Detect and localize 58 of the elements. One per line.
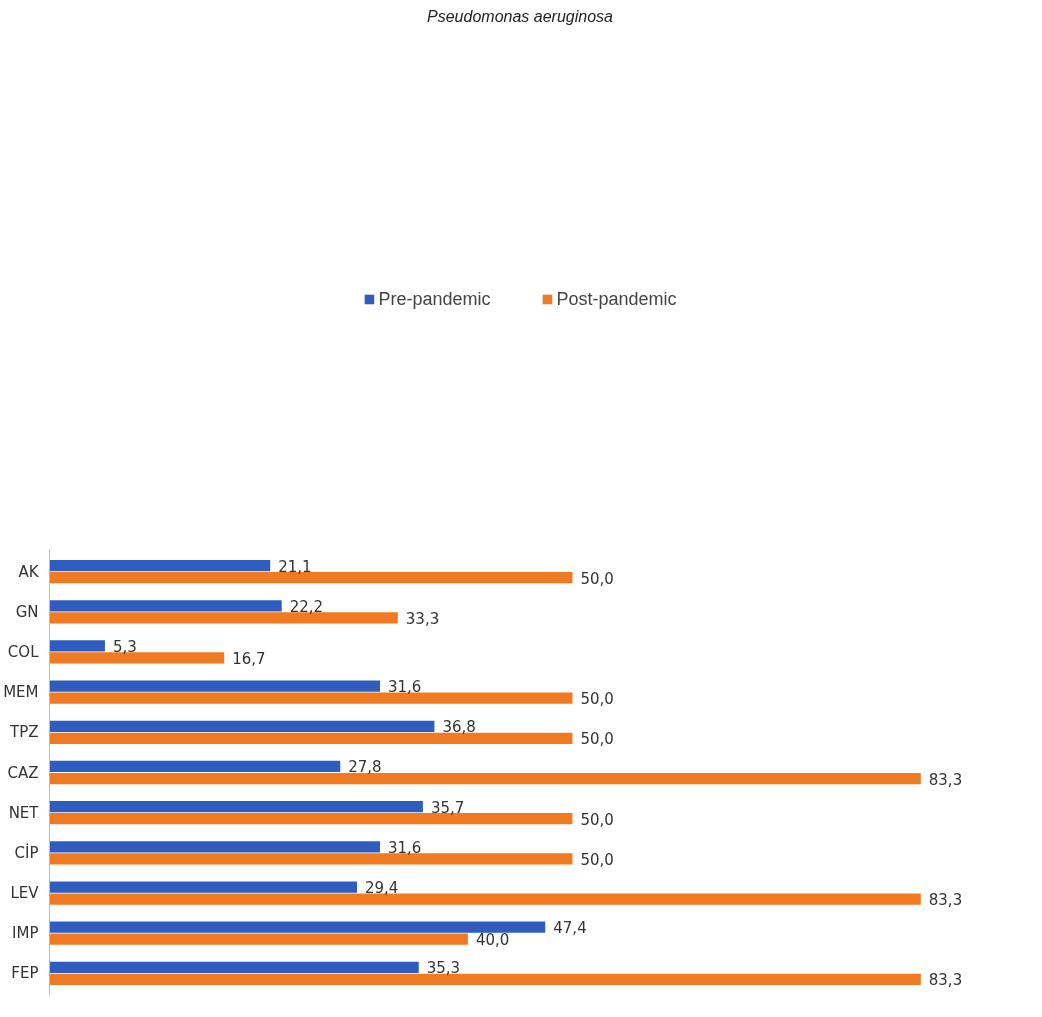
bar [49,572,573,584]
data-label: 50,0 [580,850,614,869]
data-label: 40,0 [475,931,510,950]
data-label: 31,6 [388,838,422,857]
y-tick-label: FEP [11,964,39,983]
y-tick-label: AK [18,562,40,581]
bar [49,933,468,945]
bar [49,841,381,853]
bar [49,732,573,744]
legend-label: Pre-pandemic [378,288,491,310]
y-tick-label: MEM [3,683,39,702]
data-label: 5,3 [112,637,137,656]
bar [49,652,225,664]
y-tick-label: GN [15,602,39,621]
bar [49,801,423,813]
data-label: 21,1 [278,557,312,576]
data-label: 50,0 [580,690,614,709]
bar [49,760,341,773]
bar [49,600,282,612]
y-tick-label: IMP [12,924,39,943]
bar [49,893,921,905]
y-tick-label: CAZ [7,763,39,782]
data-label: 27,8 [348,758,382,777]
bar [49,559,271,572]
data-label: 50,0 [580,569,614,588]
chart-title: Pseudomonas aeruginosa [427,7,614,25]
data-label: 29,4 [365,879,399,898]
bar [49,612,398,624]
data-label: 31,6 [388,678,422,697]
data-label: 35,3 [426,959,461,978]
data-label: 36,8 [442,718,476,737]
data-label: 83,3 [928,891,963,910]
bar [49,692,573,704]
data-label: 83,3 [928,971,963,990]
data-label: 16,7 [232,649,266,668]
bar [49,921,546,933]
bar [49,881,358,893]
data-label: 35,7 [430,798,465,817]
data-label: 33,3 [405,609,440,628]
data-label: 22,2 [289,597,324,616]
bar [49,680,381,692]
bar [49,720,435,732]
data-label: 50,0 [580,810,614,829]
bar [49,772,921,785]
bar [49,973,921,986]
data-label: 50,0 [580,730,614,749]
legend-label: Post-pandemic [556,288,677,310]
y-tick-label: COL [7,642,40,661]
y-tick-label: CİP [14,842,39,862]
bar [49,813,573,825]
y-tick-label: LEV [10,884,40,903]
bar [49,961,419,973]
bar [49,853,573,865]
y-tick-label: NET [8,803,40,822]
bar [49,640,105,652]
data-label: 47,4 [553,919,587,938]
data-label: 83,3 [928,770,963,789]
y-tick-label: TPZ [9,723,39,742]
